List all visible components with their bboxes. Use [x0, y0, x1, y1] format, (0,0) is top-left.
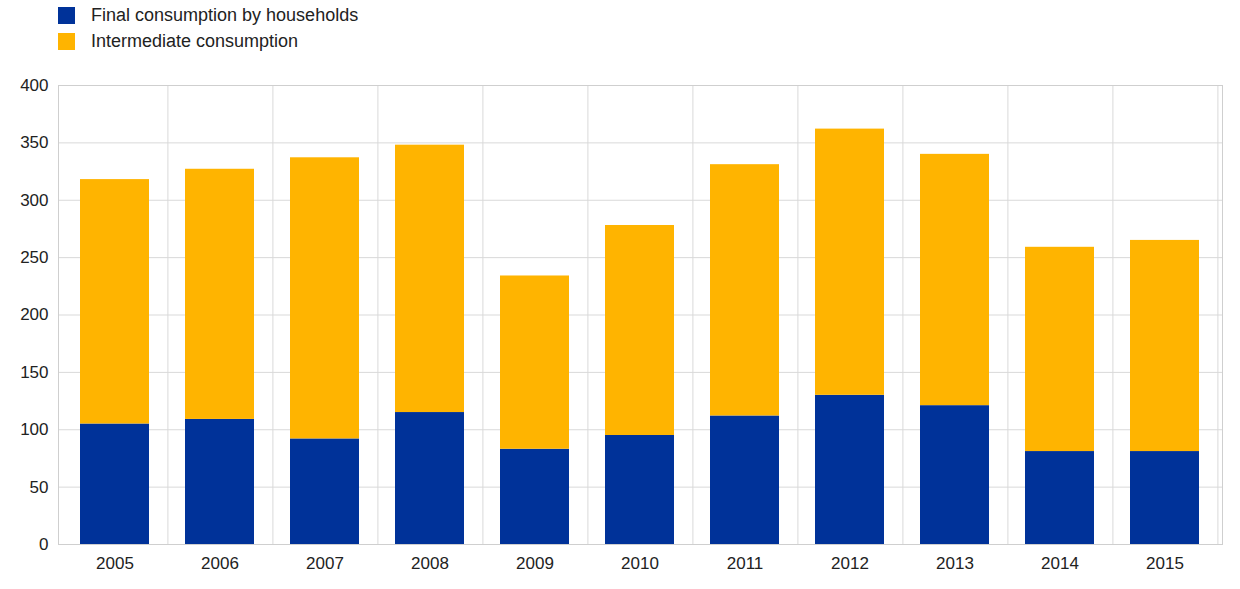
svg-text:400: 400	[20, 76, 48, 95]
svg-text:2010: 2010	[621, 554, 659, 573]
svg-text:200: 200	[20, 305, 48, 324]
svg-text:250: 250	[20, 248, 48, 267]
svg-text:2015: 2015	[1146, 554, 1184, 573]
svg-text:2009: 2009	[516, 554, 554, 573]
svg-text:50: 50	[30, 478, 49, 497]
html-text:Intermediate consumption: Intermediate consumption	[91, 30, 299, 51]
svg-text:2013: 2013	[936, 554, 974, 573]
svg-text:2011: 2011	[727, 554, 764, 573]
svg-text:100: 100	[20, 420, 48, 439]
svg-text:2012: 2012	[831, 554, 869, 573]
svg-text:0: 0	[39, 535, 48, 554]
html-text:Final consumption by household: Final consumption by households	[91, 4, 359, 25]
svg-text:300: 300	[20, 191, 48, 210]
svg-text:2007: 2007	[306, 554, 344, 573]
svg-text:2005: 2005	[96, 554, 134, 573]
svg-text:2014: 2014	[1041, 554, 1079, 573]
svg-text:2006: 2006	[201, 554, 239, 573]
svg-text:350: 350	[20, 133, 48, 152]
svg-text:150: 150	[20, 363, 48, 382]
svg-text:2008: 2008	[411, 554, 449, 573]
